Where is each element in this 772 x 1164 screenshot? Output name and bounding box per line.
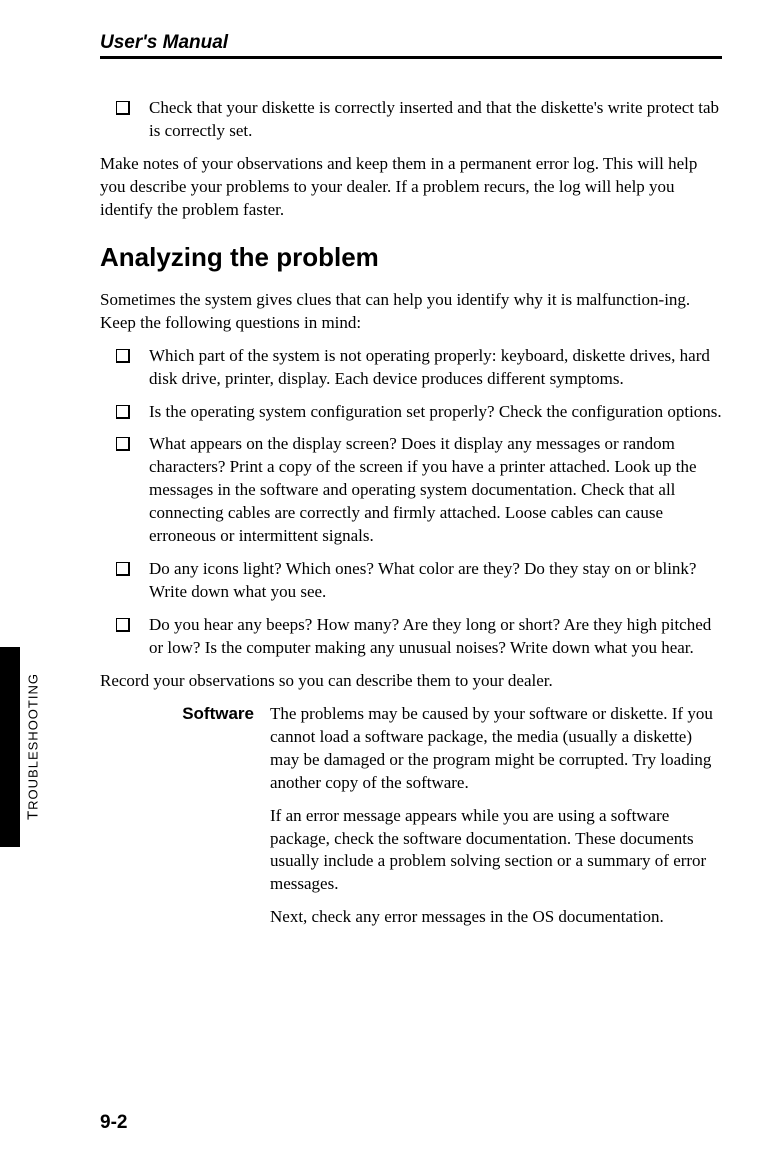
checkbox-icon xyxy=(116,101,129,114)
checkbox-icon xyxy=(116,349,129,362)
checkbox-icon xyxy=(116,405,129,418)
checkbox-icon xyxy=(116,437,129,450)
paragraph: Sometimes the system gives clues that ca… xyxy=(100,289,722,335)
definition-description: The problems may be caused by your softw… xyxy=(270,703,722,939)
bullet-item: Is the operating system configuration se… xyxy=(100,401,722,424)
page-header: User's Manual xyxy=(100,32,722,59)
bullet-item: Which part of the system is not operatin… xyxy=(100,345,722,391)
page-number: 9-2 xyxy=(100,1112,127,1134)
bullet-text: Which part of the system is not operatin… xyxy=(149,345,722,391)
checkbox-icon xyxy=(116,618,129,631)
definition-paragraph: If an error message appears while you ar… xyxy=(270,805,722,897)
definition-paragraph: The problems may be caused by your softw… xyxy=(270,703,722,795)
bullet-text: Do you hear any beeps? How many? Are the… xyxy=(149,614,722,660)
paragraph: Record your observations so you can desc… xyxy=(100,670,722,693)
definition-term: Software xyxy=(170,703,270,939)
bullet-text: What appears on the display screen? Does… xyxy=(149,433,722,548)
bullet-item: Do any icons light? Which ones? What col… xyxy=(100,558,722,604)
bullet-item: Check that your diskette is correctly in… xyxy=(100,97,722,143)
definition-block: Software The problems may be caused by y… xyxy=(100,703,722,939)
paragraph: Make notes of your observations and keep… xyxy=(100,153,722,222)
bullet-item: What appears on the display screen? Does… xyxy=(100,433,722,548)
bullet-text: Check that your diskette is correctly in… xyxy=(149,97,722,143)
bullet-text: Do any icons light? Which ones? What col… xyxy=(149,558,722,604)
bullet-text: Is the operating system configuration se… xyxy=(149,401,722,424)
page-content: Check that your diskette is correctly in… xyxy=(100,97,722,939)
bullet-item: Do you hear any beeps? How many? Are the… xyxy=(100,614,722,660)
section-heading: Analyzing the problem xyxy=(100,240,722,275)
checkbox-icon xyxy=(116,562,129,575)
definition-paragraph: Next, check any error messages in the OS… xyxy=(270,906,722,929)
